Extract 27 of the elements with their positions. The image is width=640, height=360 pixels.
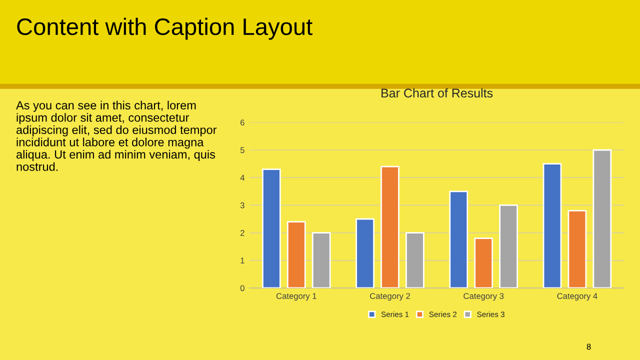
text: 8 bbox=[586, 344, 591, 350]
bar bbox=[406, 232, 424, 288]
text: Content with Caption Layout bbox=[17, 18, 312, 40]
y-tick-label: 1 bbox=[240, 258, 244, 264]
x-tick-label: Category 1 bbox=[276, 293, 316, 301]
bar bbox=[499, 204, 518, 288]
bar bbox=[568, 210, 587, 288]
y-tick-label: 4 bbox=[240, 174, 244, 181]
bar bbox=[262, 168, 281, 288]
bar bbox=[380, 166, 400, 288]
x-tick-label: Category 3 bbox=[464, 293, 504, 301]
chart-title: Bar Chart of Results bbox=[382, 88, 493, 98]
y-tick-label: 5 bbox=[240, 147, 244, 154]
bar bbox=[449, 190, 468, 288]
x-tick-label: Category 2 bbox=[370, 293, 410, 301]
bar bbox=[542, 163, 562, 288]
bar bbox=[474, 238, 494, 288]
text: As you can see in this chart, lorem ipsum dolor sit amet, consectetur adipiscing elit, sed do eiusmod tempor incididunt ut labore et dolore magna aliqua. Ut enim ad minim veniam, quis nostrud. bbox=[16, 100, 217, 171]
bar bbox=[356, 218, 374, 288]
y-tick-label: 3 bbox=[240, 202, 244, 208]
y-tick-label: 0 bbox=[240, 285, 244, 292]
bar bbox=[312, 232, 331, 288]
bar bbox=[592, 149, 612, 288]
x-tick-label: Category 4 bbox=[557, 293, 598, 301]
bar bbox=[286, 221, 306, 288]
y-tick-label: 6 bbox=[240, 120, 244, 126]
y-tick-label: 2 bbox=[240, 230, 244, 236]
